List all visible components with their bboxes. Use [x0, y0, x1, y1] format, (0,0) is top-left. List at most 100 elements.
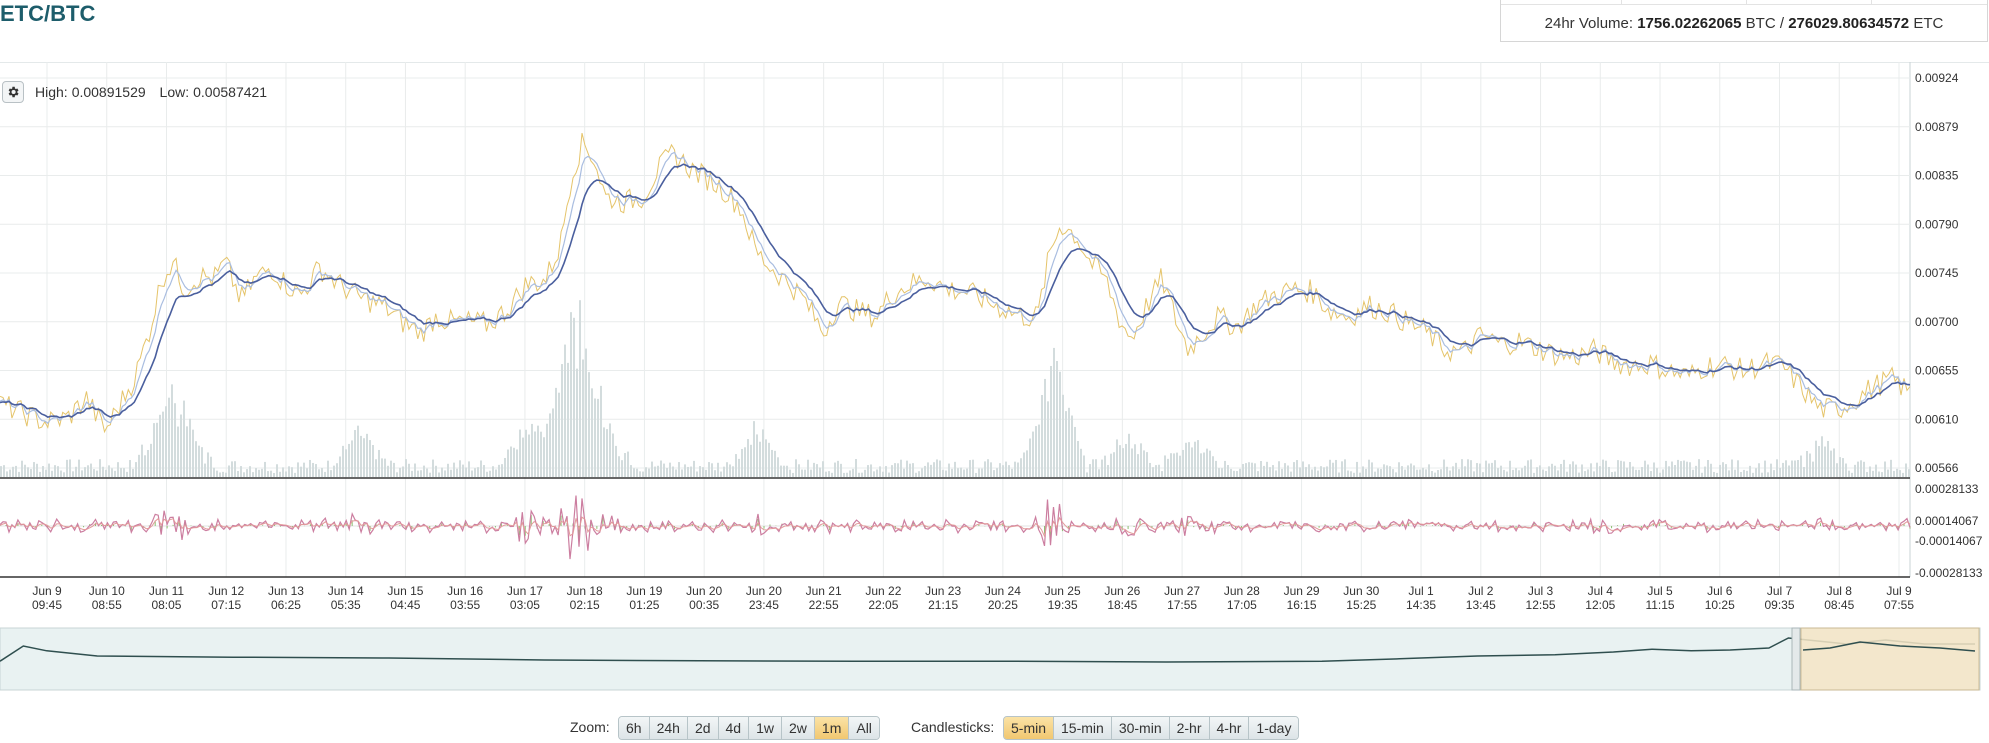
volume-bar [345, 449, 347, 477]
volume-bar [1281, 468, 1283, 477]
volume-bar [1170, 453, 1172, 477]
volume-bar [1401, 466, 1403, 477]
zoom-button-1m[interactable]: 1m [814, 717, 850, 739]
volume-bar [984, 461, 986, 477]
volume-bar [525, 429, 527, 477]
candlestick-button-2-hr[interactable]: 2-hr [1169, 717, 1210, 739]
volume-bar [258, 469, 260, 477]
volume-bar [1596, 462, 1598, 477]
volume-bar [594, 398, 596, 477]
volume-bar [429, 472, 431, 477]
volume-bar [1065, 411, 1067, 477]
zoom-button-2w[interactable]: 2w [782, 717, 815, 739]
volume-bar [1275, 470, 1277, 477]
volume-bar [363, 438, 365, 477]
x-axis-time: 08:45 [1824, 598, 1854, 612]
volume-bar [1713, 471, 1715, 477]
volume-bar [912, 463, 914, 477]
price-axis-label: 0.00655 [1915, 364, 1959, 378]
volume-bar [1641, 467, 1643, 477]
volume-bar [1260, 461, 1262, 477]
zoom-button-1w[interactable]: 1w [749, 717, 782, 739]
zoom-button-4d[interactable]: 4d [718, 717, 750, 739]
volume-bar [951, 468, 953, 477]
volume-bar [1839, 457, 1841, 477]
volume-bar [1746, 470, 1748, 477]
volume-bar [12, 466, 14, 477]
volume-bar [1095, 459, 1097, 477]
price-chart[interactable]: 0.00924 0.00879 0.00835 0.00790 0.00745 0.007… [0, 62, 1989, 692]
volume-bar [1335, 459, 1337, 477]
volume-bar [909, 463, 911, 477]
candlestick-button-30-min[interactable]: 30-min [1111, 717, 1170, 739]
volume-bar [1458, 469, 1460, 477]
volume-bar [1113, 452, 1115, 477]
volume-bar [1380, 468, 1382, 477]
chart-settings-button[interactable] [2, 81, 24, 103]
volume-bar [1815, 440, 1817, 477]
volume-bar [1473, 471, 1475, 477]
volume-label: 24hr Volume: [1544, 15, 1634, 32]
volume-bar [678, 462, 680, 477]
volume-bar [567, 362, 569, 477]
volume-bar [534, 431, 536, 477]
volume-bar [930, 464, 932, 477]
volume-bar [669, 462, 671, 477]
price-axis-label: 0.00745 [1915, 266, 1959, 280]
volume-bar [636, 468, 638, 477]
volume-bar [351, 440, 353, 477]
volume-bar [1809, 453, 1811, 477]
x-axis-date: Jun 13 [268, 584, 304, 598]
volume-bar [822, 461, 824, 477]
volume-bar [1548, 466, 1550, 477]
candlestick-button-4-hr[interactable]: 4-hr [1209, 717, 1250, 739]
volume-bar [210, 456, 212, 477]
volume-bar [279, 471, 281, 477]
volume-bar [1494, 460, 1496, 477]
volume-bar [1821, 436, 1823, 477]
x-axis-label: Jul 312:55 [1526, 584, 1556, 612]
volume-bar [1059, 371, 1061, 477]
volume-bar [1362, 466, 1364, 477]
volume-bar [1845, 463, 1847, 477]
volume-bar [1356, 461, 1358, 477]
navigator-left-handle [1791, 627, 1801, 691]
volume-bar [195, 441, 197, 477]
volume-bar [864, 469, 866, 477]
volume-bar [1218, 468, 1220, 477]
volume-bar [1830, 450, 1832, 477]
volume-bar [375, 459, 377, 477]
zoom-button-2d[interactable]: 2d [687, 717, 719, 739]
volume-bar [1284, 463, 1286, 477]
volume-bar [615, 445, 617, 477]
volume-bar [282, 467, 284, 477]
volume-bar [1758, 463, 1760, 477]
volume-bar [399, 467, 401, 477]
volume-bar [1359, 472, 1361, 477]
volume-bar [288, 466, 290, 477]
volume-bar [1188, 442, 1190, 477]
volume-bar [903, 468, 905, 477]
candlestick-button-5-min[interactable]: 5-min [1004, 717, 1055, 739]
volume-bar [1512, 469, 1514, 477]
volume-bar [1650, 471, 1652, 477]
candlestick-button-15-min[interactable]: 15-min [1054, 717, 1112, 739]
volume-bar [1320, 466, 1322, 477]
candlestick-button-1-day[interactable]: 1-day [1249, 717, 1299, 739]
zoom-button-all[interactable]: All [849, 717, 879, 739]
volume-bar [990, 462, 992, 477]
volume-bar [333, 465, 335, 477]
x-axis-date: Jun 29 [1284, 584, 1320, 598]
volume-bar [549, 413, 551, 477]
volume-bar [732, 466, 734, 477]
volume-bar [1701, 472, 1703, 477]
volume-bar [1632, 466, 1634, 477]
zoom-button-6h[interactable]: 6h [619, 717, 650, 739]
volume-bar [1023, 452, 1025, 477]
zoom-button-24h[interactable]: 24h [649, 717, 688, 739]
volume-bar [1653, 462, 1655, 477]
volume-btc-unit: BTC / [1745, 15, 1785, 32]
volume-bar [30, 469, 32, 477]
